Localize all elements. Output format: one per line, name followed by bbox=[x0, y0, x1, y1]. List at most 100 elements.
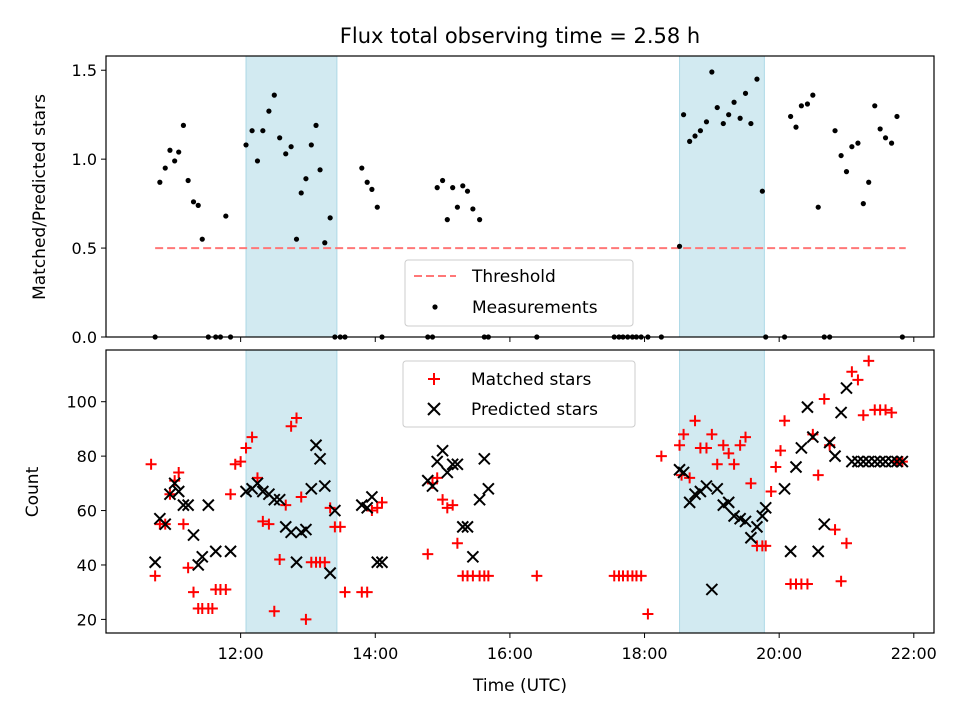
measurement-point bbox=[249, 128, 255, 134]
matched-star-point bbox=[863, 355, 875, 367]
legend-measurements-swatch bbox=[432, 304, 438, 310]
top-y-axis-label: Matched/Predicted stars bbox=[30, 94, 50, 300]
predicted-star-point bbox=[224, 545, 237, 558]
top-legend-box bbox=[404, 259, 634, 327]
chart-title: Flux total observing time = 2.58 h bbox=[340, 24, 700, 48]
predicted-star-point bbox=[789, 460, 803, 474]
measurement-point bbox=[470, 206, 476, 212]
measurement-point bbox=[894, 113, 900, 120]
predicted-star-point bbox=[806, 430, 820, 444]
predicted-star-point bbox=[478, 452, 491, 466]
measurement-point bbox=[223, 213, 229, 219]
matched-star-point bbox=[145, 458, 157, 470]
top-axes-frame bbox=[105, 55, 935, 338]
matched-star-point bbox=[835, 575, 847, 587]
matched-star-point bbox=[319, 556, 331, 568]
measurement-point bbox=[714, 104, 720, 111]
predicted-star-point bbox=[756, 509, 769, 523]
bottom-y-tick-label: 100 bbox=[66, 393, 97, 412]
matched-star-point bbox=[717, 439, 729, 451]
matched-star-point bbox=[706, 428, 718, 440]
predicted-stars-points bbox=[148, 381, 909, 596]
bottom-shaded-intervals bbox=[245, 349, 765, 634]
measurement-point bbox=[364, 179, 370, 185]
predicted-star-point bbox=[845, 455, 859, 468]
matched-star-point bbox=[173, 466, 185, 478]
matched-star-point bbox=[229, 458, 241, 470]
predicted-star-point bbox=[148, 556, 162, 569]
predicted-star-point bbox=[896, 455, 909, 468]
measurement-point bbox=[855, 140, 861, 146]
measurement-point bbox=[185, 177, 191, 184]
measurement-point bbox=[680, 112, 687, 118]
matched-star-point bbox=[274, 554, 286, 566]
measurement-point bbox=[293, 236, 300, 242]
predicted-star-point bbox=[759, 501, 772, 515]
matched-star-point bbox=[760, 540, 772, 552]
predicted-star-point bbox=[750, 520, 764, 534]
predicted-star-point bbox=[436, 444, 449, 457]
matched-star-point bbox=[880, 404, 892, 416]
x-tick-label: 18:00 bbox=[621, 644, 667, 663]
matched-star-point bbox=[740, 431, 752, 443]
matched-star-point bbox=[642, 608, 654, 620]
measurement-point bbox=[810, 92, 816, 98]
matched-star-point bbox=[240, 442, 252, 454]
bottom-y-axis-label: Count bbox=[23, 466, 43, 517]
measurement-point bbox=[731, 99, 737, 105]
x-tick-label: 12:00 bbox=[218, 644, 264, 663]
matched-star-point bbox=[447, 499, 459, 511]
matched-star-point bbox=[728, 458, 740, 470]
matched-star-point bbox=[376, 496, 388, 508]
predicted-star-point bbox=[209, 545, 222, 558]
predicted-star-point bbox=[828, 449, 842, 463]
measurement-point bbox=[172, 158, 178, 164]
predicted-star-point bbox=[857, 455, 870, 468]
predicted-star-point bbox=[309, 439, 323, 452]
measurement-point bbox=[676, 243, 683, 249]
matched-star-point bbox=[257, 515, 269, 527]
matched-star-point bbox=[840, 537, 852, 549]
predicted-star-point bbox=[256, 485, 270, 498]
predicted-star-point bbox=[168, 477, 181, 490]
predicted-star-point bbox=[711, 482, 724, 495]
measurement-point bbox=[697, 128, 704, 134]
predicted-star-point bbox=[446, 458, 459, 471]
measurement-point bbox=[709, 69, 715, 75]
measurement-point bbox=[687, 138, 693, 144]
predicted-star-point bbox=[318, 479, 331, 493]
measurement-point bbox=[298, 190, 304, 196]
bottom-legend-box bbox=[402, 360, 636, 428]
matched-star-point bbox=[723, 447, 735, 459]
predicted-star-point bbox=[801, 400, 814, 414]
measurement-point bbox=[888, 140, 895, 146]
predicted-star-point bbox=[273, 493, 286, 506]
predicted-star-point bbox=[456, 520, 469, 534]
measurement-point bbox=[313, 122, 319, 128]
predicted-star-point bbox=[885, 455, 898, 468]
measurement-point bbox=[882, 135, 889, 141]
measurement-point bbox=[308, 142, 314, 148]
measurement-point bbox=[180, 122, 187, 128]
measurement-point bbox=[464, 188, 471, 194]
top-y-tick-label: 0.5 bbox=[72, 239, 97, 258]
predicted-star-point bbox=[202, 498, 215, 512]
matched-star-point bbox=[678, 428, 690, 440]
measurement-point bbox=[754, 76, 760, 82]
top-legend: Threshold Measurements bbox=[404, 259, 634, 327]
bottom-x-ticks: 12:00 14:00 16:00 18:00 20:00 22:00 bbox=[218, 633, 937, 663]
x-axis-label: Time (UTC) bbox=[472, 676, 567, 696]
measurement-point bbox=[288, 144, 294, 150]
shaded-interval-2 bbox=[679, 55, 765, 338]
x-tick-label: 22:00 bbox=[891, 644, 937, 663]
predicted-star-point bbox=[313, 452, 327, 466]
predicted-star-point bbox=[290, 556, 303, 569]
predicted-star-point bbox=[451, 458, 464, 471]
matched-star-point bbox=[852, 374, 864, 386]
legend-threshold-label: Threshold bbox=[471, 267, 556, 287]
matched-star-point bbox=[220, 583, 232, 595]
matched-star-point bbox=[235, 456, 247, 468]
matched-star-point bbox=[324, 502, 336, 514]
matched-star-point bbox=[371, 502, 383, 514]
